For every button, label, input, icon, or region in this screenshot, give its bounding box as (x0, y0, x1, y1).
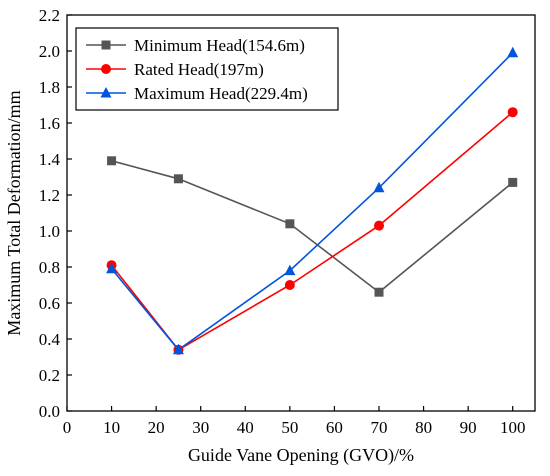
legend-label: Maximum Head(229.4m) (134, 84, 308, 103)
y-axis-title: Maximum Total Deformation/mm (4, 90, 24, 335)
legend-label: Minimum Head(154.6m) (134, 36, 305, 55)
data-point (507, 107, 518, 118)
legend-item: Minimum Head(154.6m) (86, 36, 305, 55)
series-line (111, 160, 514, 294)
y-tick-label: 1.0 (39, 222, 60, 241)
x-tick-label: 30 (192, 418, 209, 437)
data-point (172, 343, 184, 355)
series-square (107, 156, 518, 297)
x-tick-label: 100 (500, 418, 526, 437)
plot-frame (66, 14, 536, 412)
legend-item: Rated Head(197m) (86, 60, 264, 79)
x-tick-label: 40 (237, 418, 254, 437)
x-tick-label: 0 (63, 418, 72, 437)
x-tick-label: 60 (326, 418, 343, 437)
data-point (507, 46, 519, 58)
series-circle (106, 107, 518, 355)
legend-label: Rated Head(197m) (134, 60, 264, 79)
x-tick-label: 90 (460, 418, 477, 437)
legend-marker (101, 40, 111, 50)
legend-marker (101, 64, 111, 74)
legend-marker (100, 87, 112, 98)
y-tick-label: 1.4 (39, 150, 61, 169)
y-tick-label: 1.6 (39, 114, 60, 133)
y-tick-label: 0.2 (39, 366, 60, 385)
x-tick-label: 80 (415, 418, 432, 437)
y-tick-label: 1.2 (39, 186, 60, 205)
data-point (508, 177, 518, 187)
data-point (374, 287, 384, 297)
y-tick-label: 0.8 (39, 258, 60, 277)
x-tick-label: 50 (281, 418, 298, 437)
y-tick-label: 0.4 (39, 330, 61, 349)
data-point (107, 156, 117, 166)
legend: Minimum Head(154.6m) Rated Head(197m) Maxi… (75, 27, 339, 111)
data-point (284, 264, 296, 276)
data-point (374, 220, 384, 231)
data-point (284, 280, 295, 290)
x-tick-label: 10 (103, 418, 120, 437)
series-lines (106, 46, 519, 355)
y-tick-label: 2.0 (39, 42, 60, 61)
y-tick-label: 2.2 (39, 6, 60, 25)
legend-item: Maximum Head(229.4m) (86, 84, 308, 103)
y-tick-label: 0.6 (39, 294, 60, 313)
data-point (106, 262, 118, 274)
y-tick-label: 1.8 (39, 78, 60, 97)
x-axis-title: Guide Vane Opening (GVO)/% (188, 445, 414, 466)
data-point (285, 219, 295, 229)
axes: 0 10 20 30 40 50 60 70 80 90 100 0.0 0.2 0.4 0.6 0.8 1.0… (39, 6, 536, 437)
series-triangle (106, 46, 519, 355)
data-point (173, 174, 183, 184)
y-tick-label: 0.0 (39, 402, 60, 421)
x-tick-label: 20 (148, 418, 165, 437)
data-point (373, 181, 385, 193)
x-tick-label: 70 (371, 418, 388, 437)
